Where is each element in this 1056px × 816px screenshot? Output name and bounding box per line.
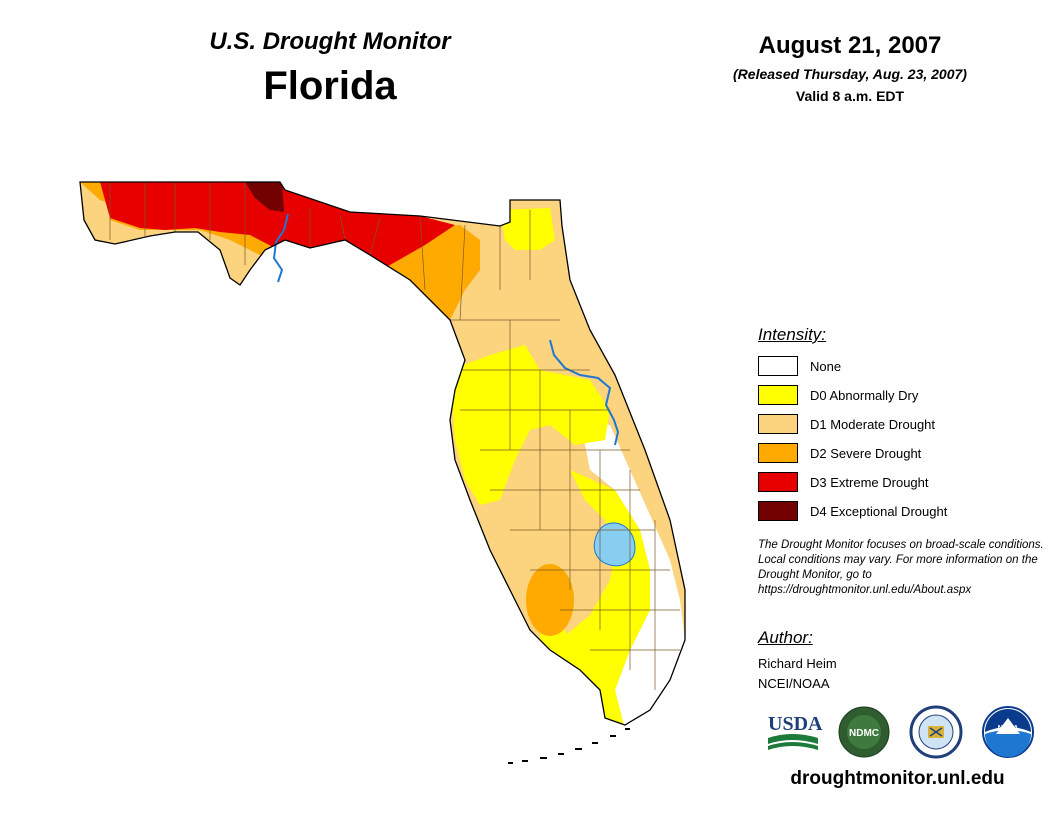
legend-swatch: [758, 443, 798, 463]
region-d0-northeast: [500, 208, 555, 250]
apalachicola-river: [272, 213, 289, 283]
usda-logo: USDA: [768, 713, 823, 750]
noaa-logo-text: NOAA: [998, 725, 1019, 732]
partner-logos: USDA NDMC NOAA: [768, 705, 1034, 759]
noaa-logo: NOAA: [982, 706, 1034, 758]
legend-item-d0: D0 Abnormally Dry: [758, 384, 918, 406]
legend-item-none: None: [758, 355, 841, 377]
legend-title: Intensity:: [758, 325, 827, 344]
author-name: Richard Heim: [758, 656, 837, 671]
region-d0-westcentral: [450, 345, 610, 505]
legend-label: D3 Extreme Drought: [810, 474, 929, 490]
legend-label: D2 Severe Drought: [810, 445, 922, 461]
region-d4-north: [245, 182, 284, 212]
doc-logo: [909, 705, 963, 759]
florida-keys: [508, 728, 630, 764]
legend-item-d1: D1 Moderate Drought: [758, 413, 935, 435]
legend-item-d3: D3 Extreme Drought: [758, 471, 929, 493]
valid-time: Valid 8 a.m. EDT: [795, 88, 905, 104]
region-d2-southwest: [526, 564, 574, 636]
release-date: (Released Thursday, Aug. 23, 2007): [733, 66, 967, 82]
lake-okeechobee: [593, 522, 636, 567]
county-lines: [109, 182, 680, 690]
usda-logo-text: USDA: [768, 713, 823, 735]
map-date: August 21, 2007: [758, 32, 942, 59]
st-johns-river: [549, 339, 620, 446]
map-subtitle: U.S. Drought Monitor: [209, 28, 451, 55]
ndmc-logo: NDMC: [838, 706, 890, 758]
author-org: NCEI/NOAA: [758, 676, 830, 691]
legend-swatch: [758, 501, 798, 521]
legend-swatch: [758, 472, 798, 492]
legend-item-d2: D2 Severe Drought: [758, 442, 921, 464]
disclaimer-text: The Drought Monitor focuses on broad-sca…: [758, 539, 1044, 596]
legend-swatch: [758, 385, 798, 405]
legend-label: D1 Moderate Drought: [810, 416, 936, 432]
author-heading: Author:: [758, 628, 813, 647]
legend-label: D4 Exceptional Drought: [810, 503, 948, 519]
region-none-east: [580, 420, 685, 725]
map-title: Florida: [263, 64, 397, 108]
legend-label: D0 Abnormally Dry: [810, 387, 919, 403]
legend-swatch: [758, 356, 798, 376]
website-url[interactable]: droughtmonitor.unl.edu: [790, 768, 1005, 789]
legend-label: None: [810, 358, 842, 374]
florida-drought-map: [79, 181, 686, 764]
legend-swatch: [758, 414, 798, 434]
ndmc-logo-text: NDMC: [849, 728, 879, 739]
legend-item-d4: D4 Exceptional Drought: [758, 500, 947, 522]
